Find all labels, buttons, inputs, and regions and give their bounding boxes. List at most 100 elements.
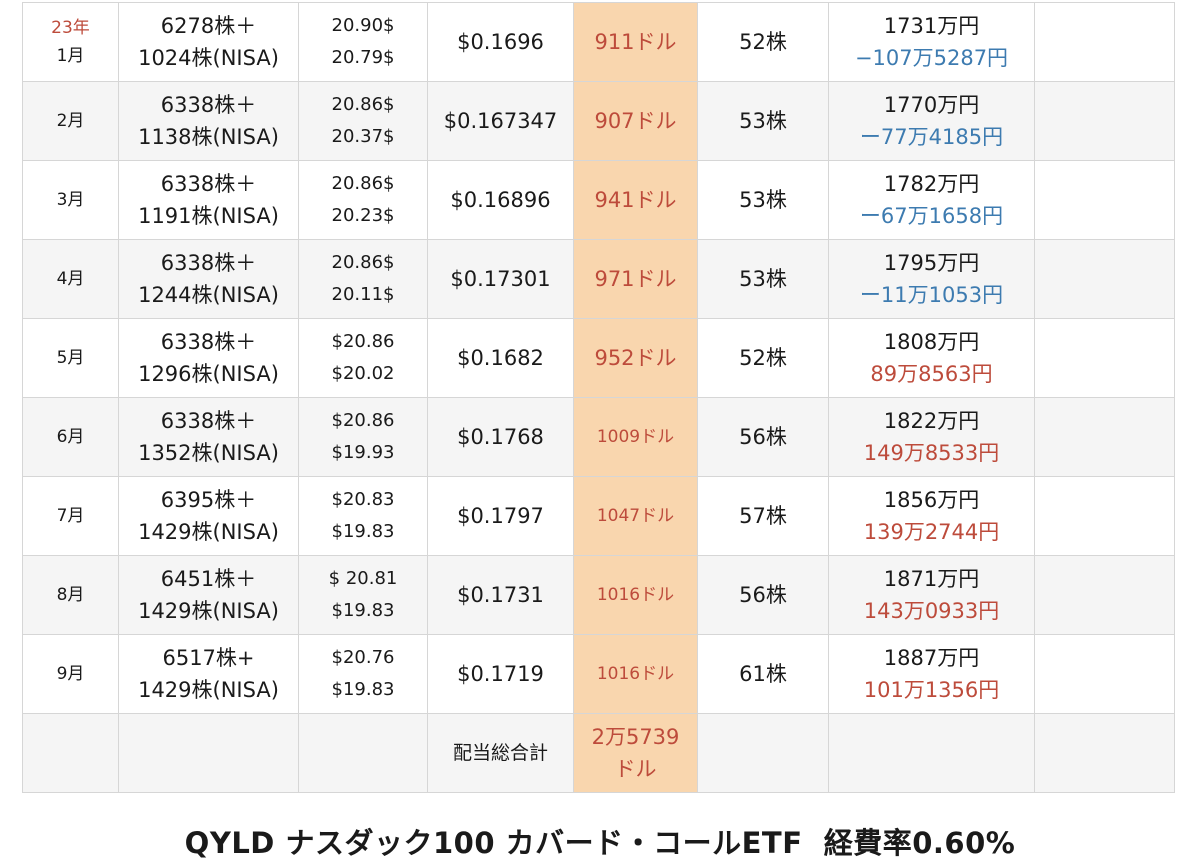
shares-nisa: 1296株(NISA)	[138, 362, 279, 386]
shares-bought: 56株	[697, 555, 829, 635]
dividend-amount: 1016ドル	[573, 634, 698, 714]
dividend-per-share: $0.1731	[427, 555, 574, 635]
price-cell: $20.86 $20.02	[298, 318, 428, 398]
empty-cell	[1034, 81, 1175, 161]
shares-taxable: 6451株＋	[160, 567, 257, 591]
dividend-per-share: $0.1719	[427, 634, 574, 714]
dividend-amount: 952ドル	[573, 318, 698, 398]
shares-nisa: 1429株(NISA)	[138, 520, 279, 544]
shares-cell: 6338株＋ 1352株(NISA)	[118, 397, 299, 477]
empty-cell	[118, 713, 299, 793]
valuation-amount: 1856万円	[883, 488, 980, 512]
shares-nisa: 1138株(NISA)	[138, 125, 279, 149]
month-label: 7月	[56, 506, 85, 526]
shares-taxable: 6278株＋	[160, 14, 257, 38]
price-avg: $20.76	[331, 647, 395, 668]
shares-nisa: 1244株(NISA)	[138, 283, 279, 307]
shares-bought: 53株	[697, 160, 829, 240]
shares-nisa: 1352株(NISA)	[138, 441, 279, 465]
table-row: 3月 6338株＋ 1191株(NISA) 20.86$ 20.23$ $0.16896 9…	[22, 160, 1175, 240]
price-cell: $ 20.81 $19.83	[298, 555, 428, 635]
price-avg-nisa: $19.83	[331, 521, 395, 542]
shares-taxable: 6338株＋	[160, 409, 257, 433]
valuation-cell: 1822万円 149万8533円	[828, 397, 1035, 477]
profit-loss: 101万1356円	[863, 678, 1000, 702]
table-caption: QYLD ナスダック100 カバード・コールETF 経費率0.60%	[184, 826, 1016, 860]
total-row: 配当総合計 2万5739 ドル	[22, 713, 1175, 793]
price-cell: 20.86$ 20.37$	[298, 81, 428, 161]
empty-cell	[1034, 397, 1175, 477]
total-unit: ドル	[614, 757, 657, 781]
profit-loss: −107万5287円	[854, 46, 1009, 70]
price-avg: 20.86$	[331, 252, 395, 273]
month-cell: 9月	[22, 634, 119, 714]
table-row: 4月 6338株＋ 1244株(NISA) 20.86$ 20.11$ $0.17301 9…	[22, 239, 1175, 319]
month-label: 3月	[56, 190, 85, 210]
table-row: 6月 6338株＋ 1352株(NISA) $20.86 $19.93 $0.1768 10…	[22, 397, 1175, 477]
empty-cell	[1034, 239, 1175, 319]
total-value: 2万5739	[591, 725, 680, 749]
table-row: 9月 6517株+ 1429株(NISA) $20.76 $19.83 $0.1719 10…	[22, 634, 1175, 714]
valuation-amount: 1782万円	[883, 172, 980, 196]
month-label: 2月	[56, 111, 85, 131]
valuation-amount: 1808万円	[883, 330, 980, 354]
empty-cell	[1034, 713, 1175, 793]
shares-bought: 52株	[697, 318, 829, 398]
valuation-cell: 1731万円 −107万5287円	[828, 2, 1035, 82]
shares-bought: 53株	[697, 239, 829, 319]
profit-loss: ー67万1658円	[859, 204, 1004, 228]
empty-cell	[697, 713, 829, 793]
empty-cell	[1034, 555, 1175, 635]
price-avg-nisa: $19.93	[331, 442, 395, 463]
profit-loss: 143万0933円	[863, 599, 1000, 623]
total-label: 配当総合計	[427, 713, 574, 793]
profit-loss: 139万2744円	[863, 520, 1000, 544]
empty-cell	[1034, 2, 1175, 82]
shares-taxable: 6338株＋	[160, 251, 257, 275]
month-label: 4月	[56, 269, 85, 289]
price-avg-nisa: $20.02	[331, 363, 395, 384]
empty-cell	[1034, 160, 1175, 240]
shares-cell: 6338株＋ 1244株(NISA)	[118, 239, 299, 319]
table-row: 8月 6451株＋ 1429株(NISA) $ 20.81 $19.83 $0.1731 1…	[22, 555, 1175, 635]
price-avg: $20.83	[331, 489, 395, 510]
valuation-cell: 1871万円 143万0933円	[828, 555, 1035, 635]
year-label: 23年	[51, 18, 90, 38]
month-cell: 8月	[22, 555, 119, 635]
valuation-amount: 1795万円	[883, 251, 980, 275]
table-row: 7月 6395株＋ 1429株(NISA) $20.83 $19.83 $0.1797 10…	[22, 476, 1175, 556]
price-cell: $20.86 $19.93	[298, 397, 428, 477]
dividend-amount: 1016ドル	[573, 555, 698, 635]
dividend-per-share: $0.1696	[427, 2, 574, 82]
shares-nisa: 1024株(NISA)	[138, 46, 279, 70]
shares-cell: 6338株＋ 1296株(NISA)	[118, 318, 299, 398]
shares-taxable: 6338株＋	[160, 330, 257, 354]
month-cell: 4月	[22, 239, 119, 319]
dividend-per-share: $0.17301	[427, 239, 574, 319]
price-avg: 20.86$	[331, 173, 395, 194]
valuation-amount: 1887万円	[883, 646, 980, 670]
profit-loss: ー77万4185円	[859, 125, 1004, 149]
month-cell: 2月	[22, 81, 119, 161]
dividend-amount: 911ドル	[573, 2, 698, 82]
shares-taxable: 6395株＋	[160, 488, 257, 512]
valuation-amount: 1871万円	[883, 567, 980, 591]
shares-cell: 6278株＋ 1024株(NISA)	[118, 2, 299, 82]
valuation-cell: 1782万円 ー67万1658円	[828, 160, 1035, 240]
dividend-per-share: $0.1768	[427, 397, 574, 477]
valuation-cell: 1770万円 ー77万4185円	[828, 81, 1035, 161]
month-cell: 23年 1月	[22, 2, 119, 82]
price-avg-nisa: 20.23$	[331, 205, 395, 226]
price-cell: 20.86$ 20.23$	[298, 160, 428, 240]
shares-bought: 61株	[697, 634, 829, 714]
shares-bought: 57株	[697, 476, 829, 556]
valuation-amount: 1731万円	[883, 14, 980, 38]
dividend-per-share: $0.1797	[427, 476, 574, 556]
table-row: 5月 6338株＋ 1296株(NISA) $20.86 $20.02 $0.1682 95…	[22, 318, 1175, 398]
dividend-amount: 971ドル	[573, 239, 698, 319]
empty-cell	[1034, 476, 1175, 556]
price-avg: $20.86	[331, 331, 395, 352]
shares-nisa: 1429株(NISA)	[138, 599, 279, 623]
total-dividend: 2万5739 ドル	[573, 713, 698, 793]
profit-loss: 149万8533円	[863, 441, 1000, 465]
